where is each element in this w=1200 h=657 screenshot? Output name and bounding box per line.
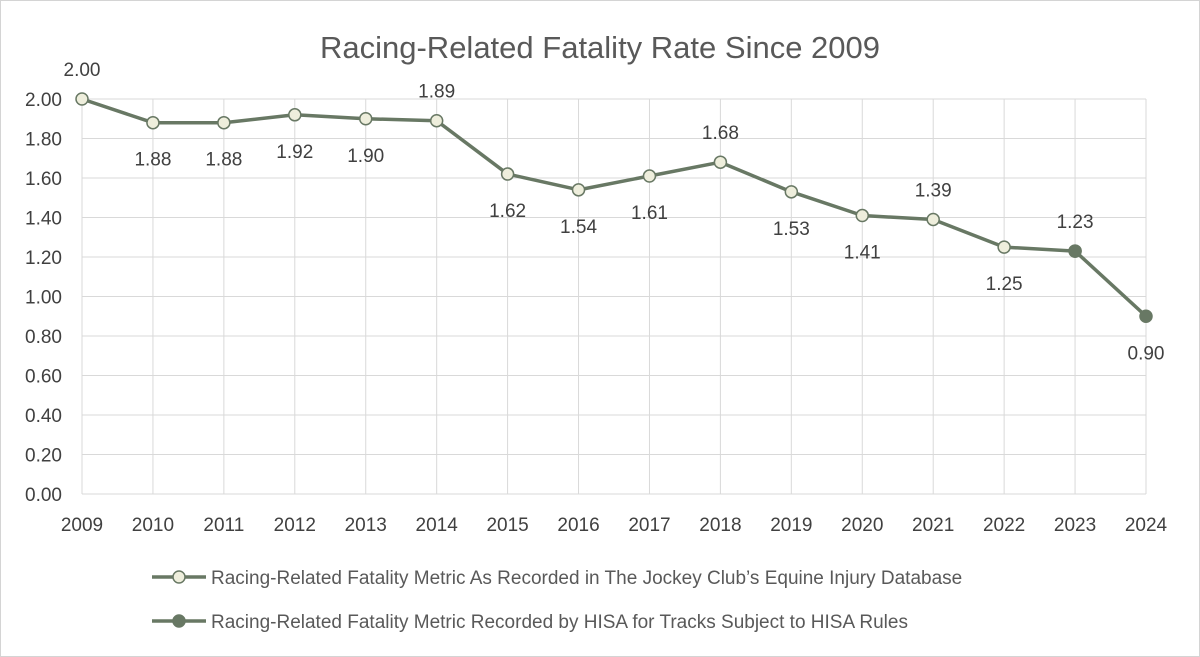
data-label: 0.90 — [1128, 343, 1165, 364]
data-label: 1.88 — [134, 150, 171, 171]
data-label: 1.92 — [276, 142, 313, 163]
data-label: 1.68 — [702, 123, 739, 144]
x-tick-label: 2018 — [699, 515, 741, 536]
x-tick-label: 2020 — [841, 515, 883, 536]
y-tick-label: 0.20 — [25, 446, 62, 467]
legend-entry-hisa: Racing-Related Fatality Metric Recorded … — [152, 612, 908, 633]
data-label: 1.53 — [773, 219, 810, 240]
legend-entry-jockey-club: Racing-Related Fatality Metric As Record… — [152, 568, 962, 589]
x-tick-label: 2010 — [132, 515, 174, 536]
data-markers — [75, 92, 1153, 323]
x-tick-label: 2012 — [274, 515, 316, 536]
y-tick-label: 1.60 — [25, 169, 62, 190]
y-axis-tick-labels: 0.00 0.20 0.40 0.60 0.80 1.00 1.20 1.40 1.60 1.80… — [25, 90, 62, 506]
chart-title: Racing-Related Fatality Rate Since 2009 — [320, 30, 880, 65]
x-tick-label: 2013 — [345, 515, 387, 536]
y-tick-label: 1.80 — [25, 130, 62, 151]
legend-label-hisa: Racing-Related Fatality Metric Recorded … — [211, 612, 908, 633]
data-labels: 2.00 1.88 1.88 1.92 1.90 1.89 1.62 1.54 1.61 1.68… — [64, 60, 1165, 364]
y-tick-label: 0.80 — [25, 327, 62, 348]
data-point-marker — [146, 115, 160, 130]
data-label: 1.62 — [489, 201, 526, 222]
data-point-marker — [784, 185, 799, 199]
data-point-marker — [1139, 309, 1153, 323]
x-tick-label: 2019 — [770, 515, 812, 536]
x-tick-label: 2016 — [557, 515, 599, 536]
y-tick-label: 0.00 — [25, 485, 62, 506]
data-label: 1.25 — [986, 274, 1023, 295]
data-label: 1.89 — [418, 82, 455, 103]
legend-marker-hisa — [172, 614, 186, 628]
x-tick-label: 2011 — [203, 515, 244, 536]
x-tick-label: 2015 — [486, 515, 528, 536]
x-tick-label: 2009 — [61, 515, 103, 536]
y-tick-label: 2.00 — [25, 90, 62, 111]
data-label: 2.00 — [64, 60, 101, 81]
x-tick-label: 2022 — [983, 515, 1025, 536]
legend-label-jockey-club: Racing-Related Fatality Metric As Record… — [211, 568, 962, 589]
legend-marker-jockey-club — [172, 570, 186, 584]
y-tick-label: 1.20 — [25, 248, 62, 269]
gridlines — [81, 98, 1147, 495]
x-tick-label: 2021 — [912, 515, 954, 536]
y-tick-label: 1.00 — [25, 288, 62, 309]
data-label: 1.23 — [1057, 212, 1094, 233]
x-tick-label: 2014 — [416, 515, 459, 536]
y-tick-label: 1.40 — [25, 209, 62, 230]
data-point-marker — [642, 169, 657, 183]
data-label: 1.88 — [205, 150, 242, 171]
series-line-1 — [1073, 249, 1148, 318]
x-axis-tick-labels: 2009 2010 2011 2012 2013 2014 2015 2016 2017 2018… — [61, 515, 1168, 536]
data-label: 1.90 — [347, 146, 384, 167]
data-point-marker — [713, 155, 728, 169]
data-point-marker — [500, 167, 515, 181]
y-tick-label: 0.60 — [25, 367, 62, 388]
y-tick-label: 0.40 — [25, 406, 62, 427]
data-point-marker — [855, 208, 870, 223]
data-label: 1.41 — [844, 243, 881, 264]
x-tick-label: 2023 — [1054, 515, 1096, 536]
data-label: 1.61 — [631, 203, 668, 224]
data-label: 1.39 — [915, 180, 952, 201]
data-point-marker — [1068, 244, 1082, 258]
data-label: 1.54 — [560, 217, 597, 238]
legend: Racing-Related Fatality Metric As Record… — [152, 568, 962, 633]
data-point-marker — [288, 108, 302, 122]
data-point-marker — [217, 115, 231, 130]
data-point-marker — [429, 113, 444, 128]
data-point-marker — [926, 212, 940, 227]
x-tick-label: 2017 — [628, 515, 670, 536]
x-tick-label: 2024 — [1125, 515, 1168, 536]
data-point-marker — [75, 92, 89, 106]
data-point-marker — [358, 112, 373, 126]
data-point-marker — [571, 183, 586, 197]
data-point-marker — [997, 240, 1011, 254]
